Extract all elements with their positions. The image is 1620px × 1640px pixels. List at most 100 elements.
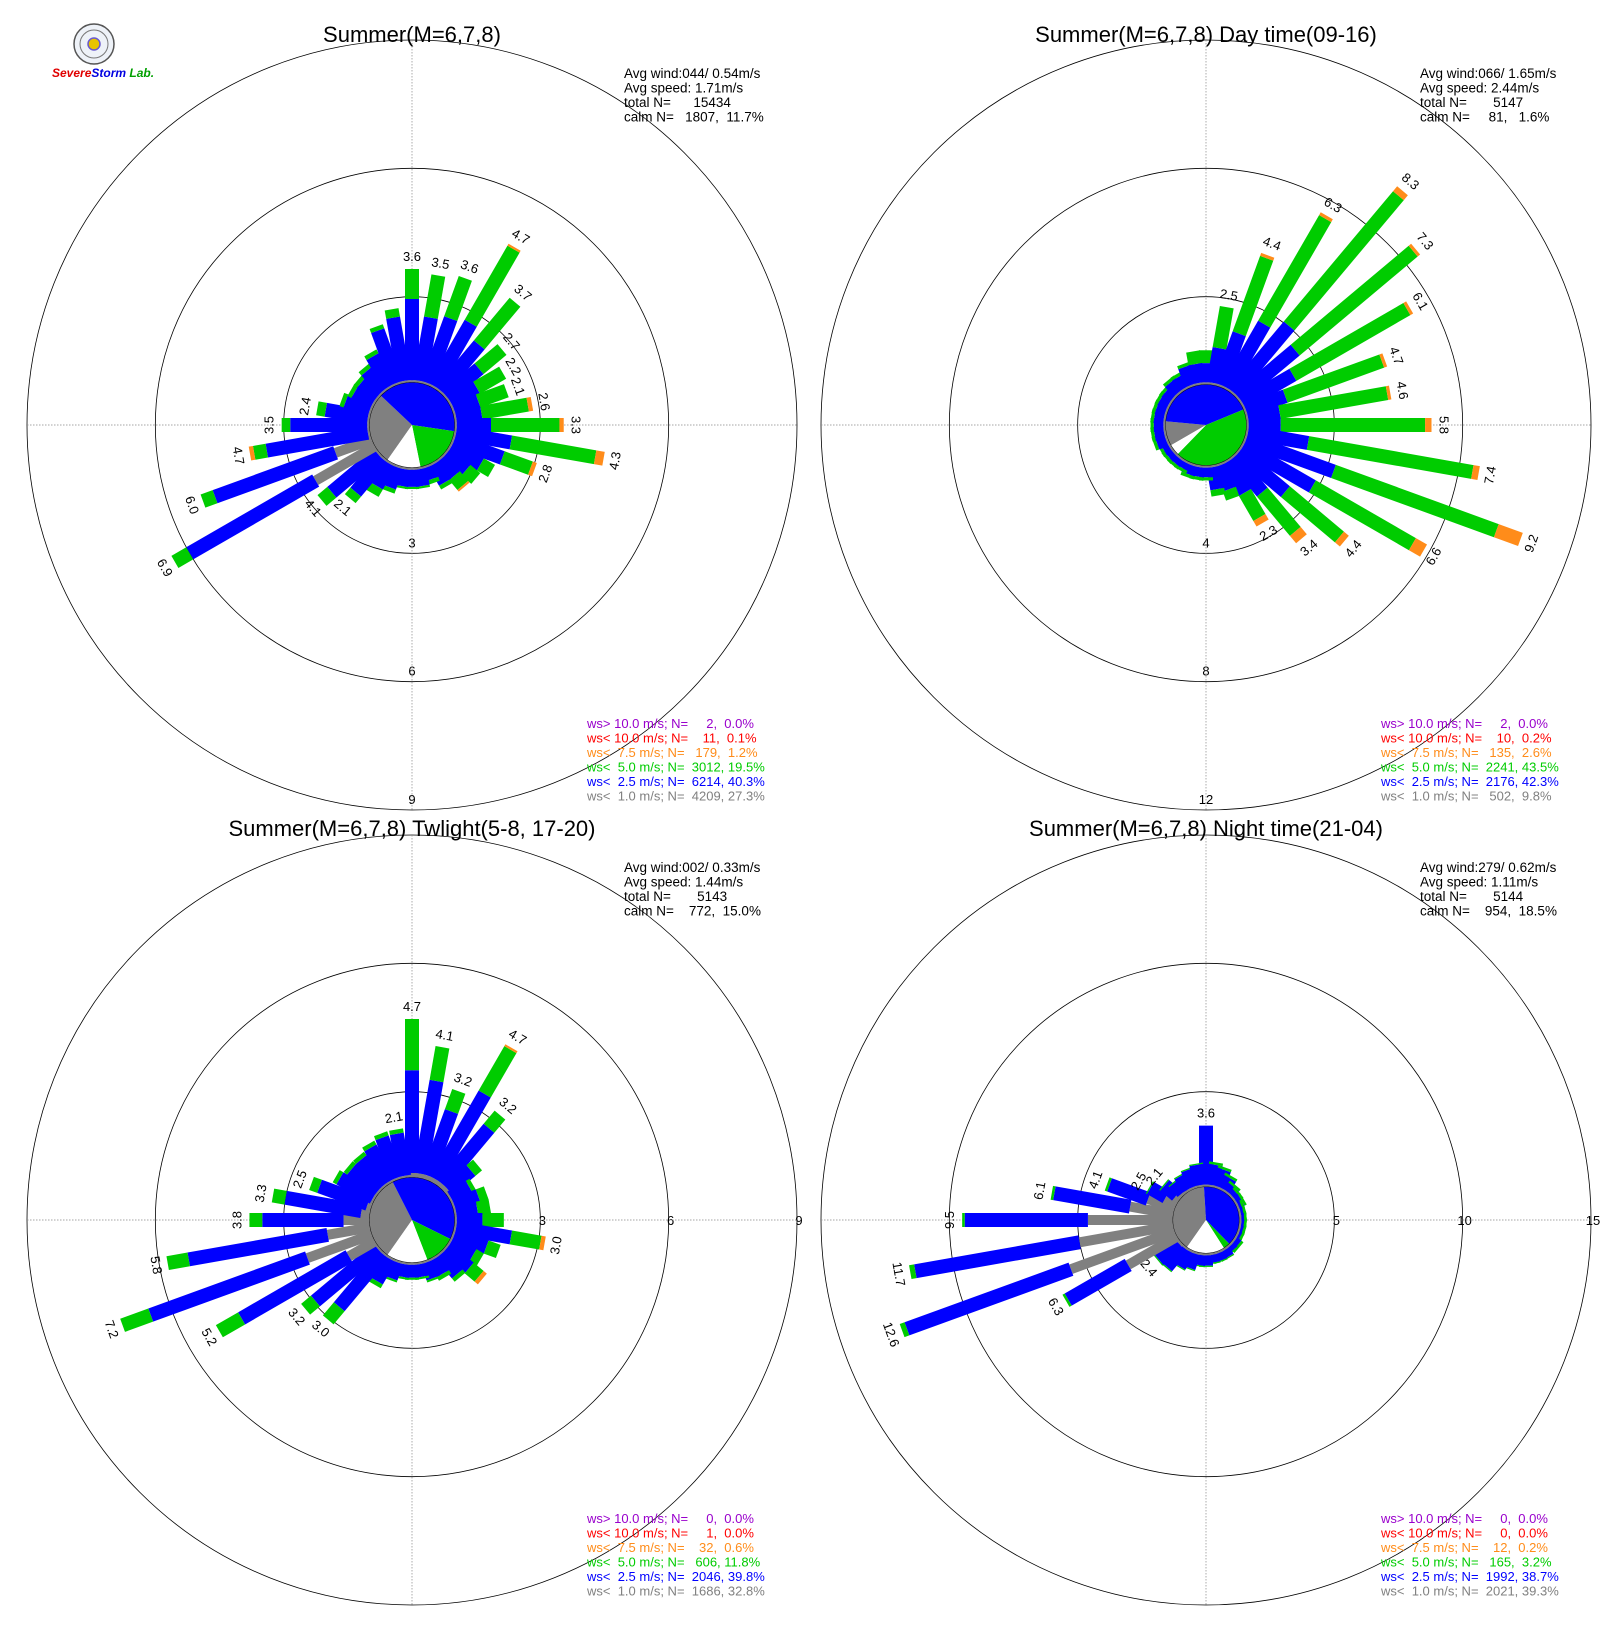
- legend-entry: ws< 1.0 m/s; N= 2021, 39.3%: [1380, 1584, 1559, 1599]
- bar-segment: [469, 1249, 484, 1266]
- bar-segment: [962, 1213, 965, 1227]
- bar-segment: [1107, 1178, 1151, 1206]
- bar-label: 5.2: [198, 1325, 220, 1348]
- bar-segment: [1228, 321, 1295, 397]
- bar-segment: [324, 402, 370, 425]
- bar-segment: [367, 420, 370, 430]
- calm-pie-slice: [387, 1220, 428, 1263]
- bar-label: 7.3: [1414, 229, 1437, 252]
- bar-segment: [482, 1213, 504, 1227]
- bar-segment: [499, 451, 533, 475]
- bar-label: 11.7: [889, 1261, 908, 1288]
- bar-segment: [1199, 350, 1213, 364]
- bar-segment: [1146, 1194, 1177, 1214]
- legend-entry: ws< 5.0 m/s; N= 165, 3.2%: [1380, 1555, 1552, 1570]
- bar-segment: [1232, 255, 1274, 337]
- bar-segment: [301, 1295, 320, 1315]
- bar-segment: [215, 1312, 246, 1338]
- ring-circle: [948, 167, 1464, 683]
- bar-label: 2.3: [1257, 522, 1280, 544]
- bar-segment: [964, 1213, 1088, 1227]
- bar-segment: [1180, 471, 1195, 480]
- bar-segment: [1194, 1184, 1206, 1189]
- bar-segment: [464, 1262, 484, 1282]
- bar-segment: [212, 446, 339, 504]
- bar-label: 2.5: [1219, 286, 1239, 304]
- bar-segment: [1153, 1254, 1164, 1266]
- calm-pie-slice: [412, 425, 455, 467]
- bar-segment: [200, 490, 218, 508]
- bar-segment: [309, 1176, 322, 1193]
- bar-segment: [353, 374, 366, 388]
- bar-segment: [1258, 215, 1332, 328]
- bar-segment: [483, 1240, 501, 1258]
- bar-segment: [405, 486, 419, 490]
- bar-segment: [454, 420, 457, 430]
- bar-segment: [899, 1322, 910, 1338]
- bar-segment: [252, 443, 269, 460]
- bar-label: 12.6: [880, 1320, 903, 1349]
- legend-entry: ws< 10.0 m/s; N= 10, 0.2%: [1380, 731, 1552, 746]
- bar-label: 2.8: [535, 462, 555, 484]
- bar-label: 6.9: [154, 556, 176, 579]
- bar-segment: [1331, 464, 1499, 538]
- bar-segment: [1234, 344, 1300, 403]
- bar-segment: [1188, 362, 1206, 385]
- bar-segment: [441, 448, 471, 476]
- bar-label: 3.3: [252, 1183, 270, 1203]
- legend-entry: ws< 7.5 m/s; N= 12, 0.2%: [1380, 1540, 1548, 1555]
- bar-label: 7.4: [1481, 465, 1499, 485]
- bar-label: 4.4: [1261, 233, 1283, 253]
- bar-segment: [453, 412, 457, 423]
- bar-label: 3.5: [430, 254, 450, 272]
- bar-segment: [1403, 301, 1414, 316]
- bar-segment: [454, 1220, 513, 1245]
- bar-segment: [412, 316, 438, 383]
- legend-entry: ws< 2.5 m/s; N= 1992, 38.7%: [1380, 1569, 1559, 1584]
- bar-segment: [435, 340, 485, 396]
- stats-line: calm N= 81, 1.6%: [1420, 110, 1549, 125]
- bar-segment: [1224, 1172, 1238, 1182]
- bar-segment: [347, 383, 359, 398]
- chart-title: Summer(M=6,7,8) Night time(21-04): [1029, 816, 1383, 841]
- bar-segment: [344, 487, 362, 504]
- legend-entry: ws< 2.5 m/s; N= 2046, 39.8%: [586, 1569, 765, 1584]
- bar-segment: [366, 482, 383, 497]
- bar-segment: [429, 1090, 491, 1183]
- bar-segment: [381, 484, 396, 494]
- bar-segment: [407, 380, 417, 383]
- bar-segment: [386, 316, 412, 383]
- bar-segment: [465, 1178, 477, 1193]
- calm-pie-slice: [369, 395, 412, 461]
- bar-segment: [449, 471, 469, 491]
- bar-segment: [249, 1213, 263, 1227]
- legend-entry: ws< 10.0 m/s; N= 1, 0.0%: [586, 1526, 754, 1541]
- bar-segment: [1177, 361, 1192, 370]
- bar-segment: [1238, 488, 1266, 521]
- bar-label: 4.1: [434, 1026, 454, 1044]
- legend-entry: ws< 7.5 m/s; N= 179, 1.2%: [586, 745, 758, 760]
- bar-segment: [904, 1262, 1074, 1336]
- bar-label: 4.7: [506, 1026, 529, 1048]
- bar-segment: [509, 435, 597, 465]
- windrose-panel-3: Summer(M=6,7,8) Twlight(5-8, 17-20) 3 6 9 4.…: [26, 816, 803, 1606]
- ring-circle: [154, 167, 670, 683]
- bar-segment: [393, 484, 409, 490]
- bar-segment: [424, 274, 446, 319]
- bar-segment: [369, 324, 385, 334]
- bar-segment: [1078, 1220, 1175, 1248]
- ring-label: 15: [1586, 1213, 1600, 1228]
- bar-label: 7.2: [102, 1318, 122, 1340]
- bar-segment: [1053, 1186, 1132, 1214]
- legend-entry: ws< 5.0 m/s; N= 3012, 19.5%: [586, 760, 765, 775]
- bar-segment: [1278, 386, 1389, 419]
- calm-pie-slice: [380, 382, 455, 432]
- bar-label: 9.5: [942, 1211, 957, 1229]
- bar-label: 6.3: [1045, 1295, 1067, 1318]
- bar-label: 8.3: [1399, 170, 1422, 193]
- bar-segment: [355, 1154, 389, 1191]
- bar-segment: [414, 466, 425, 470]
- bar-segment: [1104, 1177, 1112, 1192]
